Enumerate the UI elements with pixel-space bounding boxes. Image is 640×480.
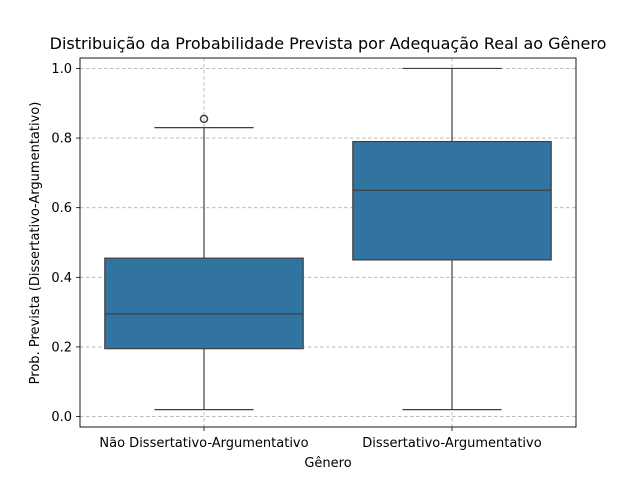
y-axis-label: Prob. Prevista (Dissertativo-Argumentati… — [28, 102, 43, 385]
box-series — [104, 67, 552, 411]
box-body — [104, 257, 304, 350]
outlier-point — [199, 114, 209, 124]
plot-frame — [79, 57, 577, 428]
y-tick-label: 0.4 — [51, 271, 72, 286]
x-axis-label: Gênero — [304, 456, 351, 471]
box-body — [352, 140, 552, 261]
chart-title: Distribuição da Probabilidade Prevista p… — [50, 34, 607, 53]
y-tick-label: 0.2 — [51, 340, 72, 355]
y-tick-label: 0.8 — [51, 132, 72, 147]
y-tick-label: 0.6 — [51, 201, 72, 216]
y-tick-label: 0.0 — [51, 410, 72, 425]
x-tick-label: Não Dissertativo-Argumentativo — [99, 436, 308, 451]
y-tick-label: 1.0 — [51, 62, 72, 77]
axes: 0.0 0.2 0.4 0.6 0.8 1.0 Não Dissertativo-Argum… — [51, 62, 541, 451]
x-tick-label: Dissertativo-Argumentativo — [362, 436, 541, 451]
